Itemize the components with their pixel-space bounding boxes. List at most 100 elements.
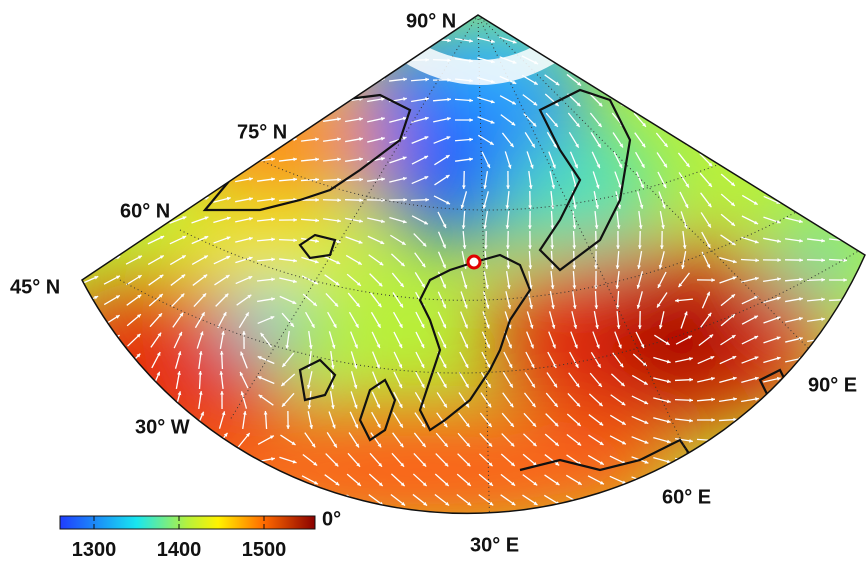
wind-vector-head [226, 455, 230, 459]
wind-vector [807, 480, 825, 481]
wind-vector [742, 135, 757, 145]
wind-vector [125, 39, 143, 41]
wind-vector-head [204, 455, 208, 458]
wind-vector [786, 96, 802, 103]
wind-vector-head [249, 477, 253, 481]
wind-vector-head [337, 77, 341, 81]
wind-vector-head [271, 97, 275, 101]
wind-vector-head [777, 498, 781, 502]
wind-vector [656, 113, 668, 126]
wind-vector [213, 119, 231, 122]
wind-vector-head [139, 458, 143, 462]
wind-vector-head [534, 40, 538, 44]
wind-vector [829, 420, 847, 421]
wind-vector [677, 114, 690, 126]
longitude-label: 90° E [808, 374, 857, 396]
wind-vector [368, 515, 383, 525]
wind-vector-head [117, 117, 121, 121]
wind-vector-head [202, 433, 206, 437]
wind-vector-head [667, 520, 671, 524]
wind-vector-head [665, 82, 669, 86]
wind-vector-head [139, 478, 143, 482]
wind-vector-head [117, 177, 121, 181]
wind-vector-head [227, 157, 231, 161]
wind-vector [323, 39, 341, 40]
wind-vector [807, 440, 825, 441]
wind-vector-head [622, 41, 626, 44]
wind-vector [808, 117, 825, 124]
wind-vector [169, 118, 187, 121]
wind-vector [345, 39, 363, 40]
wind-vector-head [821, 438, 825, 442]
wind-vector-head [359, 77, 363, 81]
wind-vector [742, 76, 758, 85]
wind-vector-head [117, 418, 121, 422]
wind-vector [191, 178, 208, 182]
wind-vector [786, 37, 803, 44]
wind-vector-head [227, 137, 231, 141]
site-marker [468, 256, 480, 268]
wind-vector-head [227, 97, 231, 101]
wind-vector-head [798, 101, 802, 104]
wind-vector [279, 99, 297, 101]
wind-vector [191, 79, 209, 82]
wind-vector [125, 500, 143, 501]
wind-vector-head [249, 97, 253, 101]
wind-vector-head [139, 498, 143, 502]
wind-vector-head [709, 142, 713, 146]
wind-vector [301, 59, 319, 61]
wind-vector-head [205, 77, 209, 81]
wind-vector [720, 95, 735, 105]
wind-vector-head [293, 479, 297, 483]
wind-vector-head [95, 478, 99, 482]
wind-vector [764, 116, 780, 124]
wind-vector [257, 79, 275, 81]
wind-vector-head [227, 38, 231, 42]
wind-vector-head [249, 77, 253, 81]
wind-vector [655, 55, 670, 65]
wind-vector [191, 39, 209, 41]
wind-vector-head [689, 479, 693, 483]
wind-vector [763, 519, 781, 521]
wind-vector [147, 118, 165, 121]
wind-vector [653, 478, 670, 483]
wind-vector-head [843, 80, 847, 84]
wind-vector [82, 316, 98, 324]
wind-vector [741, 419, 759, 421]
wind-vector-head [799, 519, 803, 523]
wind-vector [719, 479, 737, 481]
wind-vector-head [95, 97, 99, 101]
wind-vector-head [600, 41, 604, 44]
wind-vector-head [776, 101, 780, 104]
wind-vector-head [183, 77, 187, 81]
wind-vector [829, 519, 847, 520]
wind-vector [632, 35, 647, 45]
wind-vector-head [821, 160, 825, 164]
wind-vector [763, 399, 781, 402]
wind-vector [103, 158, 120, 162]
wind-vector [699, 134, 712, 146]
wind-vector-head [403, 38, 407, 42]
wind-vector-head [689, 519, 693, 523]
wind-vector-head [183, 196, 187, 200]
field [0, 0, 867, 561]
wind-vector-head [117, 57, 121, 61]
wind-vector-head [733, 499, 737, 503]
wind-vector-head [205, 157, 209, 161]
wind-vector-head [843, 140, 847, 144]
wind-vector [720, 36, 736, 44]
wind-vector-head [161, 457, 165, 461]
wind-vector [81, 138, 99, 142]
wind-vector [235, 478, 252, 483]
wind-vector [81, 118, 99, 121]
wind-vector-head [249, 157, 253, 161]
wind-vector-head [161, 77, 165, 81]
wind-vector-head [467, 521, 471, 525]
wind-vector-head [337, 97, 341, 101]
wind-vector [763, 499, 781, 500]
wind-vector [611, 74, 625, 86]
wind-vector [103, 79, 121, 82]
wind-vector [677, 75, 692, 86]
wind-vector [698, 36, 714, 45]
wind-vector-head [271, 478, 275, 482]
